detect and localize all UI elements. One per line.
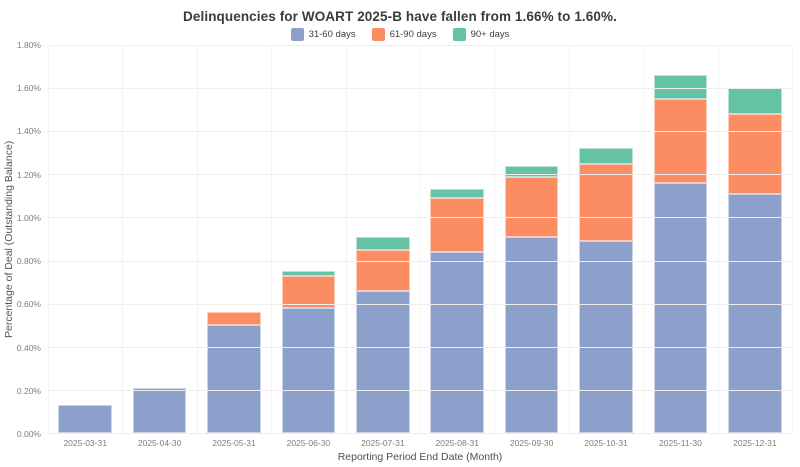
bar-segment: [430, 198, 484, 252]
bar-segment: [653, 75, 708, 99]
bar-segment: [281, 271, 336, 276]
y-tick-label: 1.60%: [16, 83, 41, 94]
vertical-gridline: [122, 45, 124, 433]
stacked-bar: [58, 404, 112, 433]
bar-cell: [569, 45, 643, 433]
vertical-gridline: [494, 45, 496, 433]
bar-segment: [281, 275, 336, 308]
bar-segment: [281, 307, 336, 433]
x-tick-label: 2025-06-30: [286, 438, 331, 448]
bar-segment: [356, 249, 410, 291]
bar-segment: [132, 387, 187, 433]
bar-cell: [271, 45, 345, 433]
vertical-gridline: [643, 45, 645, 433]
stacked-bar: [579, 148, 633, 433]
legend-item: 61-90 days: [371, 28, 437, 41]
y-tick-label: 1.20%: [16, 169, 41, 180]
bar-segment: [207, 325, 261, 433]
vertical-gridline: [345, 45, 347, 433]
bar-segment: [728, 113, 782, 194]
legend-item: 31-60 days: [290, 28, 356, 41]
y-tick-label: 1.40%: [16, 126, 41, 137]
y-tick-label: 0.20%: [16, 385, 41, 396]
bar-cell: [48, 45, 122, 433]
stacked-bar: [132, 387, 187, 433]
x-tick-label: 2025-03-31: [63, 438, 107, 448]
bars-container: [48, 45, 792, 433]
vertical-gridline: [792, 45, 793, 433]
vertical-gridline: [196, 45, 198, 433]
legend-label: 31-60 days: [308, 29, 356, 40]
legend-item: 90+ days: [452, 28, 510, 41]
bar-segment: [207, 312, 261, 326]
stacked-bar: [207, 312, 261, 433]
vertical-gridline: [568, 45, 570, 433]
y-axis: 0.00% 0.20% 0.40% 0.60% 0.80% 1.00% 1.20% 1.40%…: [0, 40, 44, 439]
bar-cell: [420, 45, 494, 433]
y-tick-label: 0.00%: [16, 429, 41, 439]
legend-label: 90+ days: [470, 29, 510, 40]
plot-area: [48, 45, 793, 434]
bar-segment: [58, 404, 112, 433]
x-tick-label: 2025-12-31: [733, 438, 777, 448]
x-tick-label: 2025-08-31: [435, 438, 479, 448]
legend-swatch-icon: [452, 28, 466, 41]
bar-segment: [728, 193, 782, 433]
bar-cell: [494, 45, 568, 433]
bar-cell: [643, 45, 717, 433]
bar-segment: [430, 189, 484, 199]
legend-swatch-icon: [290, 28, 304, 41]
bar-cell: [718, 45, 792, 433]
vertical-gridline: [48, 45, 49, 433]
y-tick-label: 0.80%: [16, 256, 41, 267]
vertical-gridline: [420, 45, 421, 433]
bar-cell: [346, 45, 420, 433]
bar-segment: [579, 163, 633, 242]
x-tick-label: 2025-04-30: [137, 438, 182, 448]
bar-cell: [122, 45, 196, 433]
vertical-gridline: [717, 45, 719, 433]
x-tick-label: 2025-10-31: [584, 438, 628, 448]
x-tick-label: 2025-11-30: [659, 438, 702, 448]
x-tick-label: 2025-07-31: [361, 438, 405, 448]
y-tick-label: 0.60%: [16, 299, 41, 310]
x-axis: 2025-03-31 2025-04-30 2025-05-31 2025-06-30…: [48, 438, 792, 450]
bar-cell: [197, 45, 271, 433]
y-tick-label: 1.00%: [16, 212, 41, 223]
bar-segment: [579, 148, 633, 164]
stacked-bar: [281, 271, 336, 433]
bar-segment: [356, 236, 410, 250]
legend-label: 61-90 days: [389, 29, 437, 40]
bar-segment: [504, 165, 559, 177]
stacked-bar: [430, 189, 484, 433]
stacked-bar: [504, 165, 559, 433]
bar-segment: [430, 251, 484, 433]
bar-segment: [356, 290, 410, 433]
y-tick-label: 1.80%: [16, 40, 41, 50]
bar-segment: [653, 98, 708, 183]
vertical-gridline: [271, 45, 273, 433]
bar-segment: [504, 176, 559, 237]
bar-segment: [579, 241, 633, 433]
legend-swatch-icon: [371, 28, 385, 41]
gridline: [48, 433, 792, 434]
x-axis-title: Reporting Period End Date (Month): [337, 451, 503, 463]
stacked-bar: [728, 88, 782, 433]
chart-title: Delinquencies for WOART 2025-B have fall…: [183, 9, 617, 24]
stacked-bar: [356, 236, 410, 433]
x-tick-label: 2025-05-31: [212, 438, 256, 448]
stacked-bar: [653, 75, 708, 433]
legend: 31-60 days 61-90 days 90+ days: [0, 27, 800, 42]
y-tick-label: 0.40%: [16, 342, 41, 353]
bar-segment: [653, 182, 708, 433]
x-tick-label: 2025-09-30: [509, 438, 554, 448]
bar-segment: [728, 88, 782, 114]
bar-segment: [504, 236, 559, 433]
